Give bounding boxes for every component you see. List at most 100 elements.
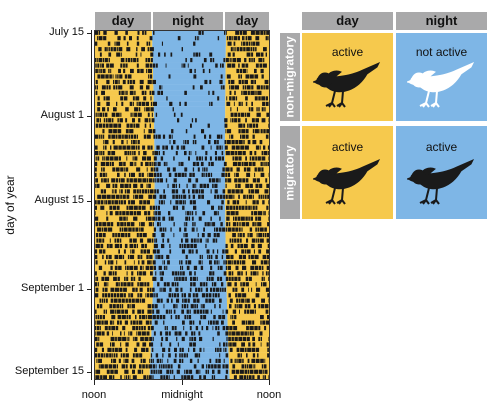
activity-tick (143, 358, 146, 363)
activity-tick (263, 58, 265, 63)
activity-tick (178, 183, 181, 188)
activity-tick (265, 320, 270, 325)
activity-tick (114, 243, 119, 249)
activity-tick (249, 74, 254, 79)
activity-tick (262, 320, 266, 325)
activity-tick (125, 265, 127, 270)
activity-tick (150, 326, 154, 331)
activity-tick (213, 293, 215, 298)
activity-tick (185, 216, 189, 221)
activity-tick (230, 243, 234, 249)
activity-tick (259, 265, 262, 270)
night-band-segment (154, 128, 226, 135)
activity-tick (149, 265, 153, 270)
activity-tick (108, 326, 111, 331)
activity-tick (130, 68, 134, 74)
activity-tick (117, 336, 122, 342)
activity-tick (267, 293, 270, 298)
activity-tick (141, 47, 145, 52)
activity-tick (221, 320, 224, 325)
activity-tick (173, 358, 177, 363)
activity-tick (142, 342, 147, 347)
activity-tick (98, 336, 100, 342)
activity-tick (201, 233, 205, 238)
activity-tick (203, 282, 206, 287)
activity-tick (143, 134, 147, 139)
activity-tick (95, 233, 99, 238)
activity-tick (227, 342, 229, 347)
activity-tick (242, 254, 246, 260)
activity-tick (158, 161, 161, 167)
activity-tick (150, 58, 153, 63)
activity-tick (167, 183, 169, 188)
activity-tick (241, 249, 245, 254)
activity-tick (256, 107, 258, 112)
activity-tick (143, 375, 147, 380)
activity-tick (146, 85, 150, 90)
activity-tick (133, 260, 135, 265)
activity-tick (135, 52, 138, 57)
activity-tick (189, 271, 192, 276)
activity-tick (238, 101, 241, 106)
activity-tick (225, 183, 227, 188)
activity-tick (199, 320, 201, 325)
activity-tick (168, 172, 172, 177)
activity-tick (166, 369, 169, 374)
activity-tick (181, 47, 183, 52)
night-band-segment (150, 352, 229, 359)
activity-tick (242, 282, 245, 287)
activity-tick (241, 101, 243, 106)
activity-tick (225, 260, 228, 265)
activity-tick (251, 205, 253, 210)
activity-tick (151, 90, 155, 95)
activity-tick (139, 238, 144, 243)
activity-tick (110, 145, 112, 150)
activity-tick (146, 156, 151, 161)
activity-tick (173, 140, 176, 145)
activity-tick (146, 254, 149, 260)
activity-tick (199, 347, 202, 352)
activity-tick (264, 326, 267, 331)
activity-tick (157, 172, 160, 177)
activity-tick (180, 194, 183, 199)
activity-tick (220, 265, 223, 270)
activity-tick (115, 282, 119, 287)
activity-tick (107, 222, 111, 227)
activity-tick (100, 375, 103, 380)
activity-tick (248, 331, 250, 336)
activity-tick (181, 347, 184, 352)
activity-tick (229, 205, 233, 210)
activity-tick (118, 123, 122, 128)
activity-tick (98, 123, 103, 128)
activity-tick (115, 336, 117, 342)
activity-tick (268, 216, 270, 221)
activity-tick (261, 118, 266, 123)
activity-tick (119, 282, 120, 287)
activity-tick (113, 320, 115, 325)
activity-tick (189, 68, 193, 74)
activity-tick (227, 178, 232, 183)
activity-tick (252, 161, 256, 167)
activity-tick (100, 326, 101, 331)
activity-tick (259, 331, 263, 336)
activity-tick (190, 58, 193, 63)
activity-tick (166, 282, 170, 287)
activity-tick (155, 178, 157, 183)
activity-tick (133, 58, 137, 63)
activity-tick (241, 205, 245, 210)
activity-tick (124, 309, 128, 314)
activity-tick (255, 227, 257, 232)
activity-tick (243, 140, 245, 145)
activity-tick (159, 85, 161, 90)
activity-tick (186, 309, 189, 314)
activity-tick (260, 342, 262, 347)
activity-tick (103, 375, 107, 380)
activity-tick (263, 85, 265, 90)
activity-tick (185, 276, 187, 281)
activity-tick (213, 315, 216, 320)
activity-tick (107, 107, 109, 112)
activity-tick (221, 282, 224, 287)
activity-tick (171, 282, 175, 287)
activity-tick (104, 320, 108, 325)
activity-tick (261, 151, 264, 156)
